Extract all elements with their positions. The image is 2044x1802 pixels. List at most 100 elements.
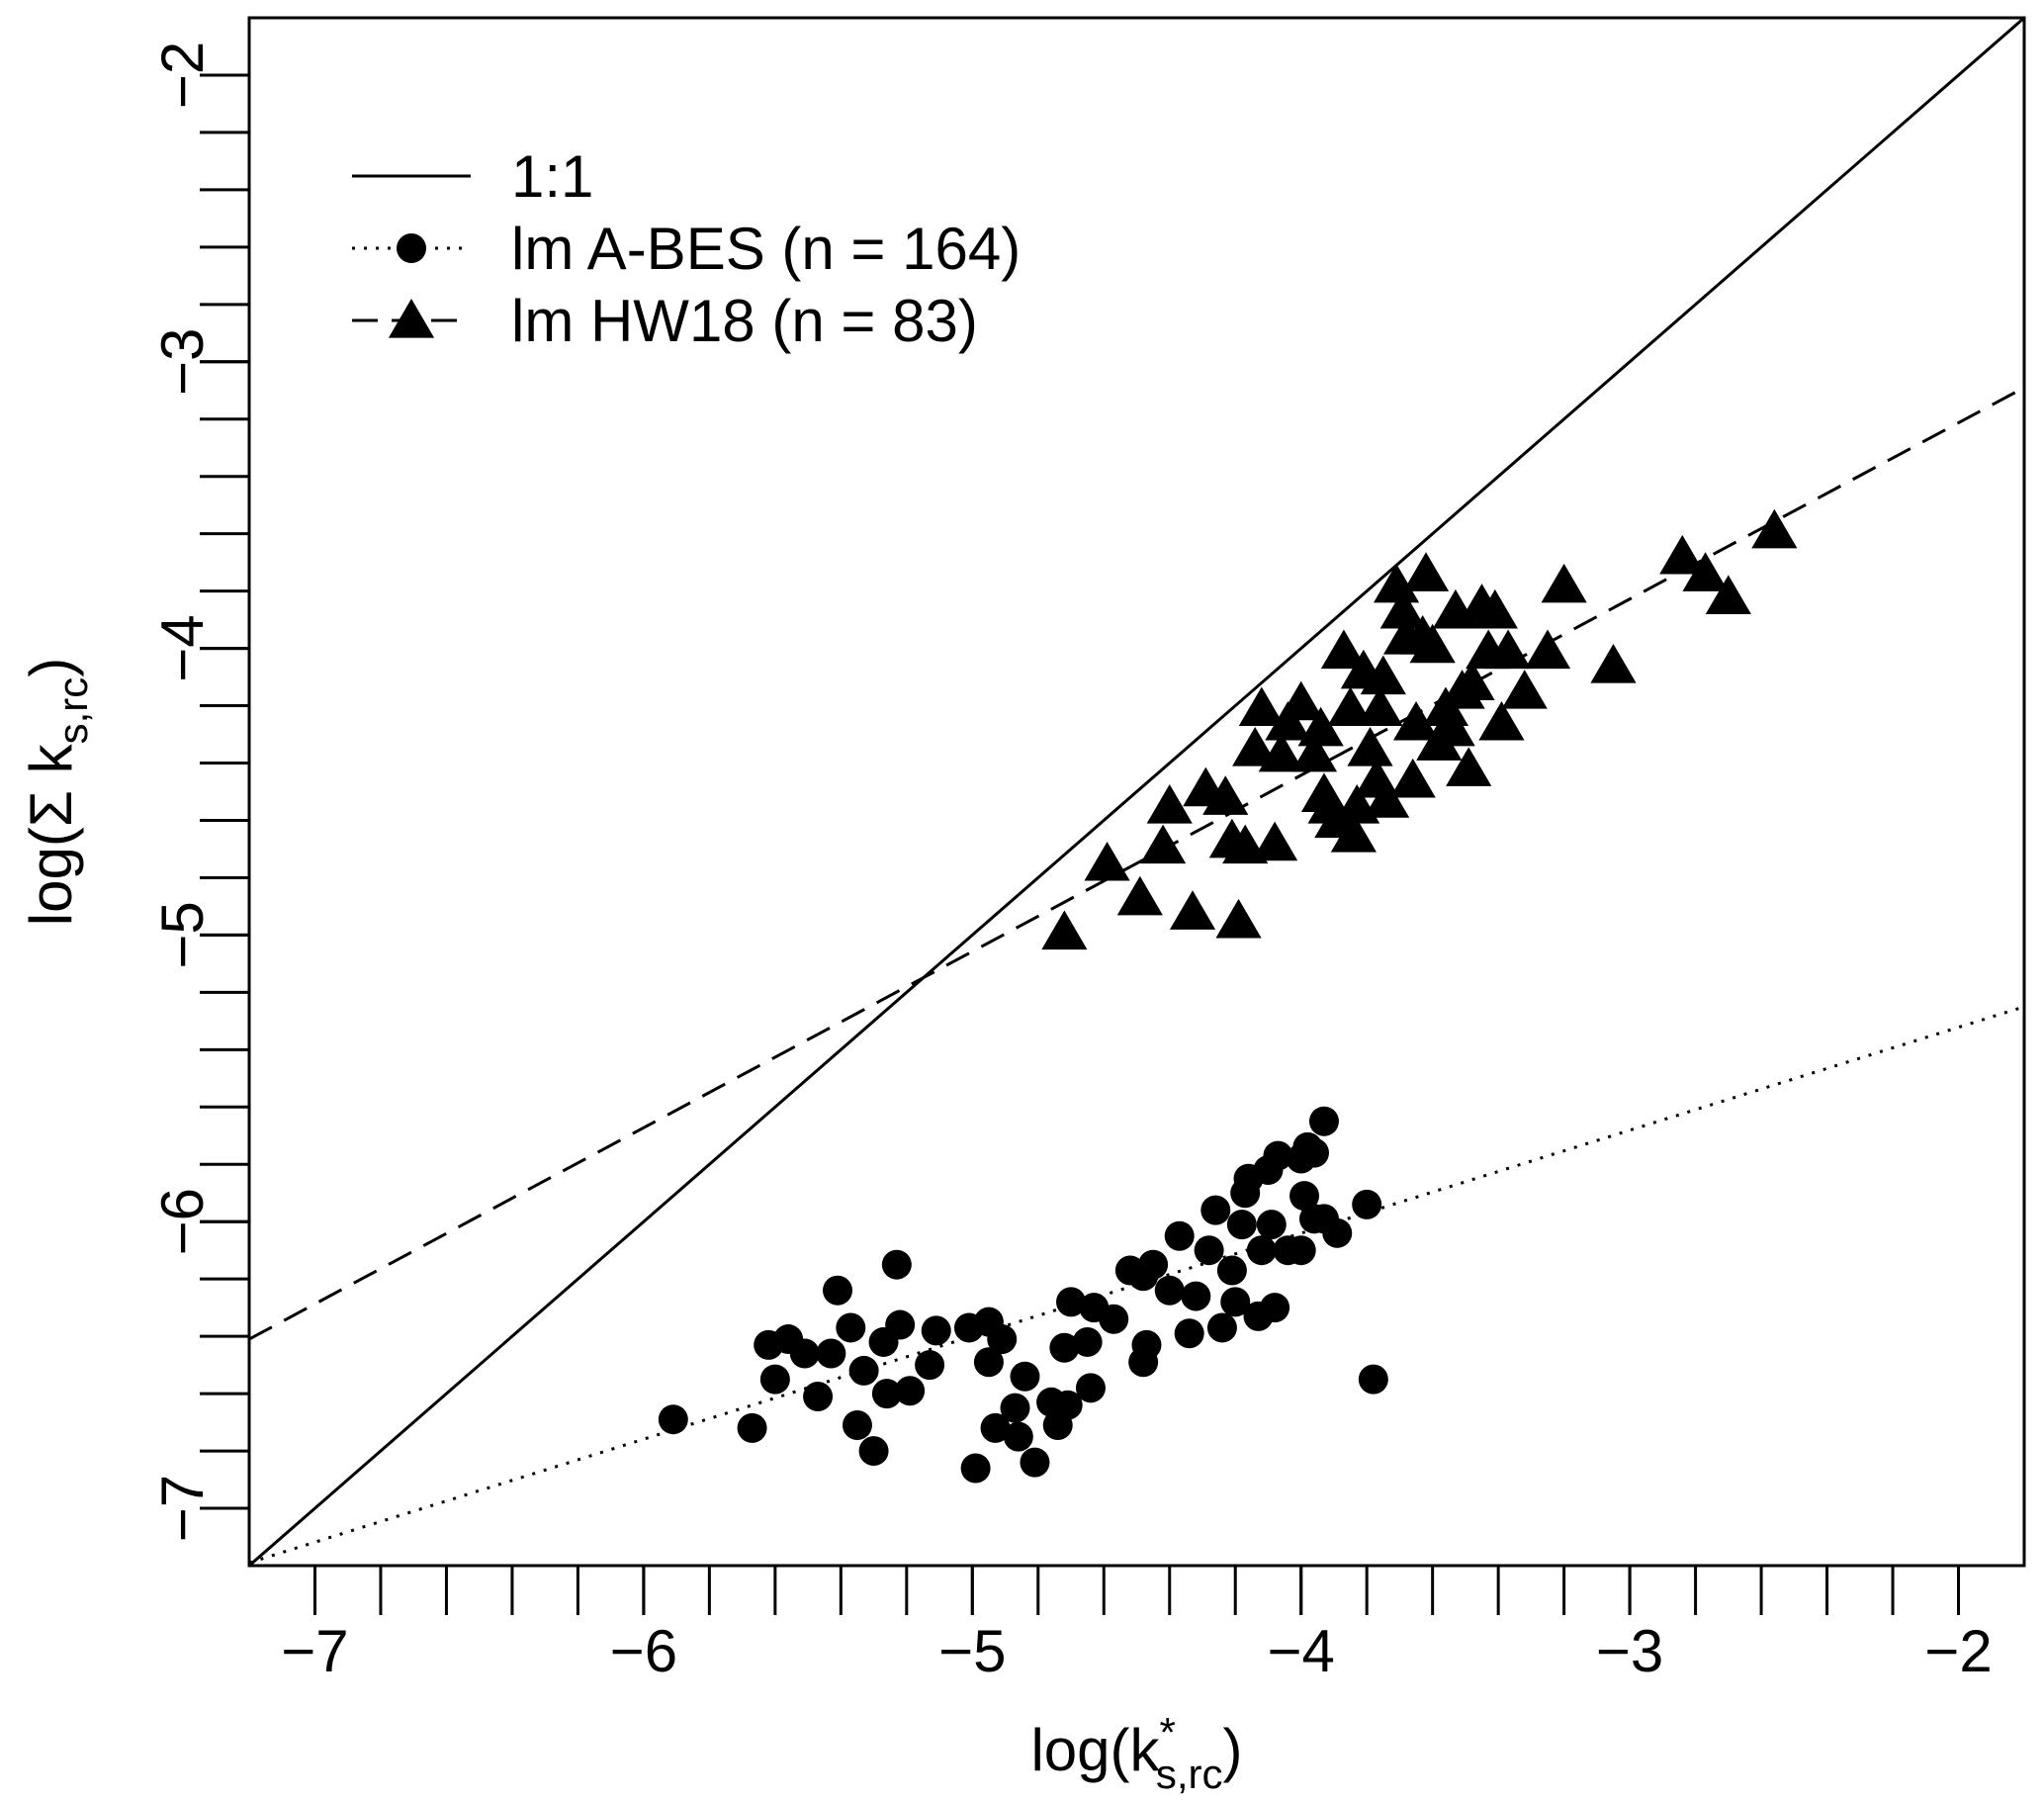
point: [816, 1338, 846, 1369]
point: [1364, 778, 1410, 818]
point: [1429, 706, 1475, 747]
x-tick-label: −7: [281, 1618, 348, 1684]
x-axis-label-sub: s,rc: [1156, 1751, 1223, 1797]
point: [1056, 1287, 1087, 1317]
fit-line: [249, 1005, 2024, 1565]
point: [1181, 1281, 1211, 1311]
fit-line: [249, 18, 2024, 1566]
y-tick-label: −6: [149, 1188, 216, 1255]
point: [1297, 706, 1344, 747]
y-axis-label-part: ): [18, 658, 84, 677]
point: [1000, 1393, 1030, 1423]
point: [1402, 552, 1450, 591]
point: [1099, 1304, 1129, 1334]
point: [1374, 563, 1420, 603]
point: [1449, 661, 1495, 700]
point: [1010, 1361, 1040, 1392]
point: [1320, 629, 1368, 670]
point: [1409, 623, 1456, 664]
point: [1590, 643, 1637, 683]
point: [1049, 1332, 1080, 1363]
point: [1041, 910, 1088, 950]
point: [1392, 700, 1440, 741]
x-tick-label: −2: [1924, 1618, 1992, 1684]
point: [1265, 700, 1311, 741]
x-axis-label-part: ): [1223, 1717, 1243, 1783]
point: [1256, 1210, 1287, 1240]
y-tick-label: −3: [149, 328, 216, 396]
point: [823, 1275, 853, 1306]
point: [1200, 1195, 1231, 1225]
point: [1154, 1275, 1185, 1306]
point: [1379, 588, 1426, 629]
point: [1360, 655, 1406, 695]
legend-marker: [388, 299, 435, 338]
plot-frame: [247, 16, 2026, 1568]
point: [1289, 1181, 1320, 1212]
x-axis-label-sup: *: [1160, 1709, 1176, 1756]
y-tick-label: −4: [149, 614, 216, 681]
point: [1258, 732, 1304, 772]
plot-area: [249, 18, 2024, 1566]
x-tick-label: −4: [1267, 1618, 1334, 1684]
point: [871, 1379, 902, 1409]
point: [987, 1324, 1018, 1355]
point: [1020, 1447, 1050, 1478]
point: [1052, 1390, 1083, 1420]
legend-label: lm A-BES (n = 164): [511, 216, 1021, 282]
legend-marker: [397, 233, 426, 263]
point: [1308, 1106, 1339, 1136]
point: [980, 1412, 1011, 1443]
point: [1682, 552, 1729, 591]
point: [1541, 563, 1587, 603]
point: [1238, 686, 1285, 727]
point: [1194, 1235, 1224, 1266]
point: [759, 1364, 790, 1395]
point: [842, 1409, 872, 1440]
point: [1072, 1326, 1103, 1357]
point: [1226, 1210, 1257, 1240]
x-axis-label-part: log(k: [1030, 1717, 1160, 1783]
point: [858, 1436, 889, 1467]
point: [1174, 1318, 1204, 1349]
point: [1084, 841, 1130, 881]
point: [1357, 686, 1403, 727]
point: [1128, 1347, 1159, 1378]
point: [1524, 629, 1571, 670]
x-tick-label: −3: [1596, 1618, 1663, 1684]
point: [1169, 890, 1216, 930]
point: [1202, 775, 1249, 815]
point: [1164, 1220, 1195, 1251]
point: [1216, 1255, 1247, 1286]
point: [1263, 1140, 1293, 1171]
point: [658, 1404, 688, 1435]
y-axis-label: log(Σ ks,rc): [18, 658, 96, 926]
point: [1347, 727, 1393, 766]
point: [1139, 824, 1187, 864]
point: [1705, 575, 1751, 615]
point: [1286, 1235, 1316, 1266]
point: [1075, 1373, 1106, 1403]
point: [885, 1309, 916, 1340]
point: [1246, 1235, 1277, 1266]
point: [1659, 534, 1706, 575]
point: [1471, 588, 1518, 629]
point: [1260, 1293, 1290, 1323]
point: [1327, 686, 1374, 727]
point: [915, 1350, 945, 1381]
y-tick-label: −2: [149, 42, 216, 109]
point: [960, 1453, 991, 1484]
point: [1485, 629, 1532, 670]
point: [1290, 732, 1338, 772]
point: [1389, 758, 1436, 798]
point: [881, 1249, 912, 1280]
point: [737, 1412, 767, 1443]
point: [1232, 727, 1279, 766]
x-tick-label: −5: [938, 1618, 1006, 1684]
y-axis-label-sub: s,rc: [49, 677, 96, 745]
point: [1003, 1421, 1033, 1452]
point: [848, 1355, 879, 1386]
point: [1252, 821, 1298, 861]
